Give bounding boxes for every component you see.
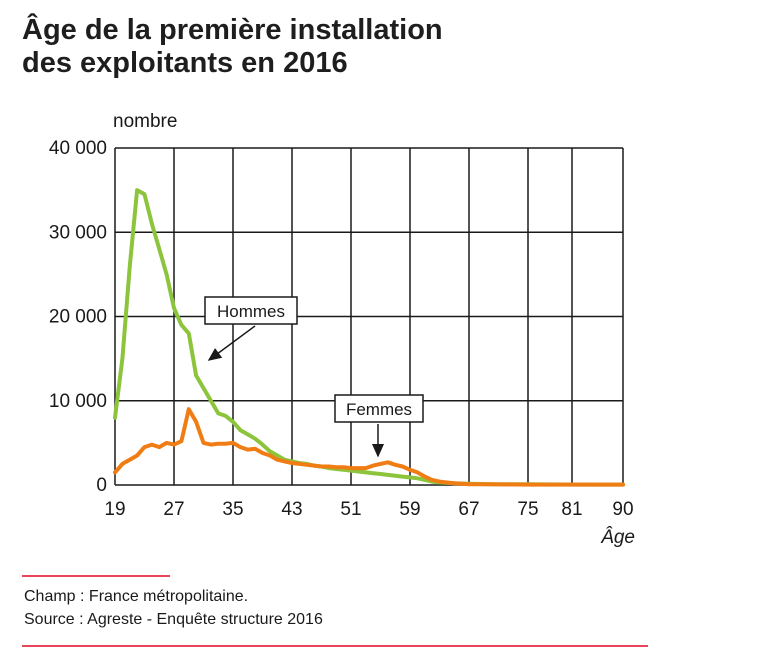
x-tick-label: 90 xyxy=(612,499,633,520)
footer-source: Source : Agreste - Enquête structure 201… xyxy=(24,611,323,628)
series-line-femmes xyxy=(113,407,625,487)
x-tick-label: 67 xyxy=(458,499,479,520)
footer-notes: Champ : France métropolitaine. Source : … xyxy=(24,585,323,631)
x-tick-label: 81 xyxy=(561,499,582,520)
annotation-arrow-hommes xyxy=(207,325,256,361)
annotations: Hommes Femmes xyxy=(204,296,424,458)
title-line-1: Âge de la première installation xyxy=(22,14,443,46)
y-tick-label: 30 000 xyxy=(49,222,107,243)
x-tick-label: 35 xyxy=(222,499,243,520)
grid xyxy=(114,147,624,486)
x-tick-label: 75 xyxy=(517,499,538,520)
chart-title: Âge de la première installation des expl… xyxy=(22,14,443,80)
x-tick-label: 43 xyxy=(281,499,302,520)
series-layer xyxy=(113,188,625,487)
x-tick-label: 27 xyxy=(163,499,184,520)
x-axis-label: Âge xyxy=(600,526,635,548)
footer-champ: Champ : France métropolitaine. xyxy=(24,588,249,605)
footer-rule-long xyxy=(22,645,648,647)
annotation-box-femmes xyxy=(334,394,424,423)
y-tick-label: 0 xyxy=(96,475,107,496)
axes: 0 10 000 20 000 30 000 40 000 19 27 35 43 51 59 67 7… xyxy=(49,111,635,548)
series-line-hommes xyxy=(113,188,625,487)
y-tick-label: 10 000 xyxy=(49,391,107,412)
y-axis-label: nombre xyxy=(113,111,177,132)
x-tick-label: 19 xyxy=(104,499,125,520)
annotation-box-hommes xyxy=(204,296,298,325)
title-line-2: des exploitants en 2016 xyxy=(22,47,348,79)
annotation-label-hommes: Hommes xyxy=(217,302,285,321)
y-tick-label: 20 000 xyxy=(49,307,107,328)
annotation-label-femmes: Femmes xyxy=(346,400,412,419)
x-tick-label: 51 xyxy=(340,499,361,520)
footer-rule-short xyxy=(22,575,170,577)
y-tick-label: 40 000 xyxy=(49,138,107,159)
x-tick-label: 59 xyxy=(399,499,420,520)
